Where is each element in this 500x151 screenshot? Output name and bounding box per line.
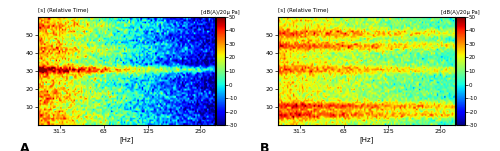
Text: B: B bbox=[260, 142, 269, 151]
X-axis label: [Hz]: [Hz] bbox=[119, 136, 134, 143]
Title: [dB(A)/20µ Pa]: [dB(A)/20µ Pa] bbox=[201, 10, 239, 15]
Text: A: A bbox=[20, 142, 30, 151]
X-axis label: [Hz]: [Hz] bbox=[359, 136, 374, 143]
Text: [s] (Relative Time): [s] (Relative Time) bbox=[38, 8, 88, 13]
Title: [dB(A)/20µ Pa]: [dB(A)/20µ Pa] bbox=[441, 10, 480, 15]
Text: [s] (Relative Time): [s] (Relative Time) bbox=[278, 8, 328, 13]
